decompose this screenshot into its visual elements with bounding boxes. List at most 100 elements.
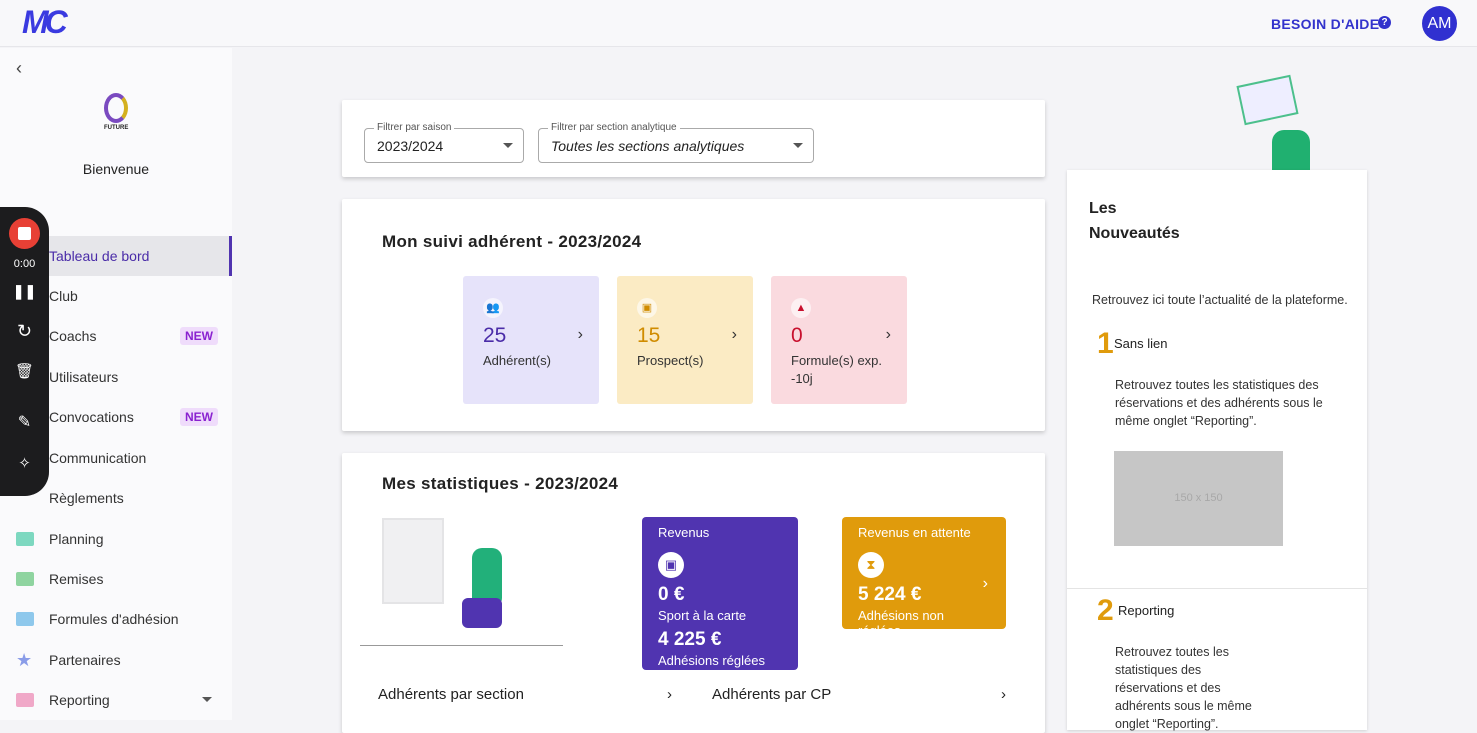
- prospects-tile[interactable]: ▣ 15 Prospect(s) ›: [617, 276, 753, 404]
- chevron-right-icon: ›: [577, 326, 583, 343]
- sidebar-item-label: Communication: [49, 450, 147, 466]
- record-timer: 0:00: [13, 258, 36, 270]
- dropdown-arrow-icon: [503, 143, 513, 153]
- trash-icon[interactable]: 🗑: [14, 363, 35, 380]
- revenus-title: Revenus: [658, 525, 710, 540]
- welcome-text: Bienvenue: [82, 161, 150, 177]
- new-badge: NEW: [180, 408, 218, 426]
- suivi-card: Mon suivi adhérent - 2023/2024 👥 25 Adhére…: [342, 199, 1045, 431]
- attente-label: Adhésions non réglées: [858, 608, 945, 638]
- tile-value: 0: [791, 324, 803, 347]
- sidebar-item-label: Utilisateurs: [49, 369, 119, 385]
- sidebar-item-label: Partenaires: [49, 652, 121, 668]
- tile-label: Prospect(s): [637, 353, 704, 368]
- users-icon: 👥: [483, 298, 503, 318]
- sidebar-item-formules[interactable]: Formules d'adhésion: [0, 599, 232, 639]
- sidebar-item-utilisateurs[interactable]: Utilisateurs: [0, 357, 232, 397]
- divider: [1067, 588, 1367, 589]
- season-label: Filtrer par saison: [374, 122, 455, 133]
- avatar[interactable]: AM: [1422, 6, 1457, 41]
- contact-card-icon: ▣: [637, 298, 657, 318]
- folder-icon: [16, 532, 34, 546]
- revenus-attente-card[interactable]: Revenus en attente ⧗ 5 224 € Adhésions n…: [842, 517, 1006, 638]
- news-item-title: Reporting: [1118, 603, 1175, 618]
- section-label: Filtrer par section analytique: [548, 122, 680, 133]
- sidebar-item-remises[interactable]: Remises: [0, 559, 232, 599]
- runner-legs: [462, 598, 502, 628]
- ground-line: [360, 645, 563, 646]
- new-badge: NEW: [180, 327, 218, 345]
- suivi-title: Mon suivi adhérent - 2023/2024: [382, 232, 642, 251]
- tile-label: Formule(s) exp. -10j: [791, 353, 883, 386]
- restart-icon[interactable]: ↻: [16, 321, 33, 341]
- revenus-label: Adhésions réglées: [658, 653, 765, 668]
- pause-icon[interactable]: ❚❚: [12, 283, 37, 299]
- adherents-tile[interactable]: 👥 25 Adhérent(s) ›: [463, 276, 599, 404]
- news-number: 1: [1097, 327, 1114, 360]
- warning-icon: ▲: [791, 298, 811, 318]
- screen-recorder-toolbar: 0:00 ❚❚ ↻ 🗑 ✎ ✧: [0, 207, 49, 496]
- sidebar-item-coachs[interactable]: Coachs NEW: [0, 316, 232, 356]
- season-select[interactable]: Filtrer par saison 2023/2024: [364, 122, 524, 163]
- sidebar-item-label: Reporting: [49, 692, 110, 708]
- sidebar-item-communication[interactable]: Communication: [0, 438, 232, 478]
- revenus-value: 0 €: [658, 584, 685, 605]
- section-select[interactable]: Filtrer par section analytique Toutes les…: [538, 122, 814, 163]
- report-illustration: [382, 518, 444, 604]
- section-value: Toutes les sections analytiques: [551, 138, 745, 154]
- attente-value: 5 224 €: [858, 584, 922, 605]
- stop-record-button[interactable]: [9, 218, 40, 249]
- help-icon[interactable]: ?: [1378, 16, 1391, 29]
- revenus-label: Sport à la carte: [658, 608, 747, 623]
- news-intro: Retrouvez ici toute l’actualité de la pl…: [1092, 293, 1348, 307]
- effects-icon[interactable]: ✧: [18, 455, 31, 472]
- adherents-par-cp-link[interactable]: Adhérents par CP ›: [712, 686, 1006, 703]
- sidebar-item-label: Planning: [49, 531, 104, 547]
- tile-label: Adhérent(s): [483, 353, 551, 368]
- chevron-right-icon: ›: [885, 326, 891, 343]
- sidebar-item-convocations[interactable]: Convocations NEW: [0, 397, 232, 437]
- sidebar-item-label: Remises: [49, 571, 104, 587]
- logo[interactable]: MC: [22, 4, 68, 40]
- help-link[interactable]: BESOIN D'AIDE: [1271, 16, 1380, 32]
- stats-title: Mes statistiques - 2023/2024: [382, 474, 619, 493]
- news-illustration: [1236, 74, 1299, 126]
- top-bar: MC BESOIN D'AIDE ? AM: [0, 0, 1477, 47]
- pencil-icon[interactable]: ✎: [17, 414, 32, 431]
- placeholder-image: 150 x 150: [1114, 451, 1283, 546]
- dropdown-arrow-icon: [793, 143, 803, 153]
- collapse-sidebar-button[interactable]: ‹: [16, 58, 22, 78]
- sidebar-item-label: Convocations: [49, 409, 134, 425]
- chevron-down-icon: [202, 697, 212, 707]
- chart-icon: [16, 693, 34, 707]
- sidebar-item-label: Règlements: [49, 490, 124, 506]
- tag-icon: [16, 572, 34, 586]
- revenus-value: 4 225 €: [658, 629, 722, 650]
- tile-value: 15: [637, 324, 661, 347]
- news-title: Les Nouveautés: [1089, 200, 1180, 242]
- card-icon: [16, 612, 34, 626]
- sidebar-item-label: Coachs: [49, 328, 97, 344]
- revenus-card: Revenus ▣ 0 € Sport à la carte 4 225 € A…: [642, 517, 798, 670]
- sidebar-item-reglements[interactable]: Règlements: [0, 478, 232, 518]
- news-item-title: Sans lien: [1114, 336, 1168, 351]
- season-value: 2023/2024: [377, 138, 444, 154]
- link-label: Adhérents par section: [378, 686, 524, 703]
- wallet-icon: ▣: [658, 552, 684, 578]
- news-item-text: Retrouvez toutes les statistiques des ré…: [1115, 378, 1323, 428]
- sidebar-item-partenaires[interactable]: ★ Partenaires: [0, 640, 232, 680]
- formules-tile[interactable]: ▲ 0 Formule(s) exp. -10j ›: [771, 276, 907, 404]
- chevron-right-icon: ›: [731, 326, 737, 343]
- tile-value: 25: [483, 324, 507, 347]
- adherents-par-section-link[interactable]: Adhérents par section ›: [378, 686, 672, 703]
- sidebar-item-planning[interactable]: Planning: [0, 519, 232, 559]
- sidebar-item-club[interactable]: Club: [0, 276, 232, 316]
- news-panel: Les Nouveautés Retrouvez ici toute l’actu…: [1067, 170, 1367, 731]
- sidebar-item-reporting[interactable]: Reporting: [0, 680, 232, 720]
- filters-card: Filtrer par saison 2023/2024 Filtrer par …: [342, 100, 1045, 177]
- stats-card: Mes statistiques - 2023/2024 Revenus ▣ 0…: [342, 453, 1045, 733]
- club-logo: [104, 93, 128, 123]
- chevron-right-icon: ›: [1001, 686, 1006, 703]
- attente-title: Revenus en attente: [858, 525, 971, 540]
- chevron-right-icon: ›: [982, 575, 988, 592]
